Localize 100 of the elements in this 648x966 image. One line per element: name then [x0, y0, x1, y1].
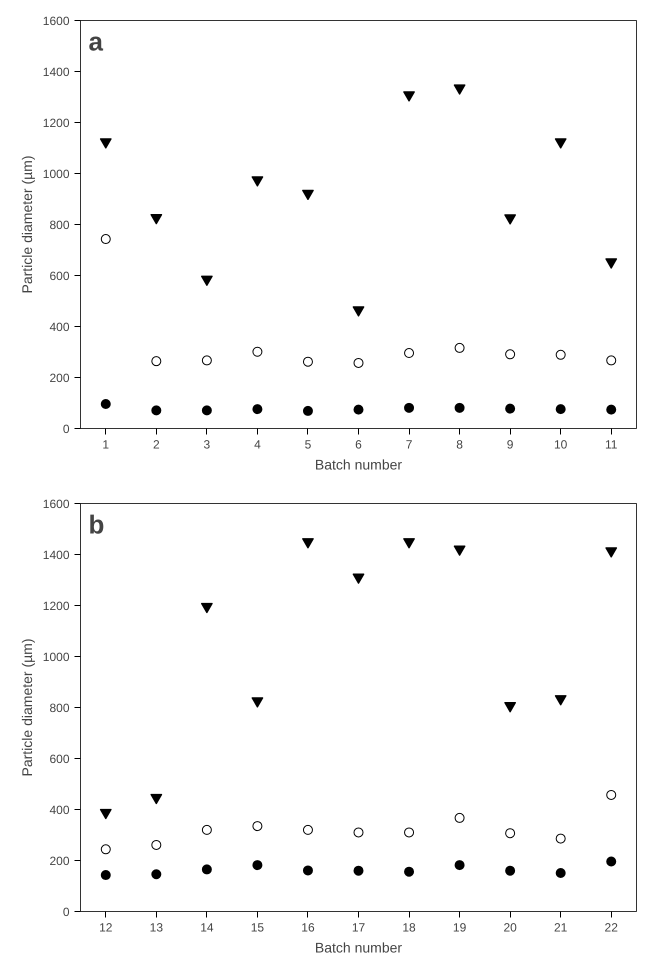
point — [202, 355, 212, 366]
point — [554, 695, 567, 706]
x-tick-label: 12 — [99, 920, 113, 934]
y-axis-title: Particle diameter (µm) — [18, 638, 35, 776]
point — [251, 697, 264, 708]
point — [252, 860, 262, 870]
x-axis-title: Batch number — [314, 456, 402, 472]
point — [202, 405, 212, 416]
y-tick-label: 200 — [49, 854, 70, 868]
point — [454, 342, 465, 353]
x-tick-label: 7 — [406, 438, 413, 452]
point — [403, 538, 416, 549]
y-tick-label: 1000 — [42, 650, 70, 664]
point — [200, 602, 213, 614]
x-tick-label: 14 — [200, 920, 214, 934]
x-tick-label: 19 — [452, 920, 467, 934]
point — [252, 821, 262, 832]
point — [504, 702, 516, 713]
y-tick-label: 800 — [49, 218, 70, 232]
point — [302, 538, 314, 549]
point — [505, 349, 516, 360]
point — [556, 350, 566, 360]
x-tick-label: 11 — [605, 438, 618, 452]
point — [150, 214, 162, 224]
point — [151, 869, 162, 880]
point — [454, 860, 465, 870]
point — [454, 545, 466, 556]
x-tick-label: 4 — [254, 438, 262, 452]
point — [454, 402, 465, 413]
point — [605, 547, 618, 558]
y-tick-label: 1400 — [42, 548, 70, 562]
point — [352, 574, 364, 584]
y-tick-label: 0 — [62, 422, 70, 436]
x-tick-label: 15 — [250, 920, 264, 934]
y-tick-label: 1600 — [42, 14, 70, 28]
point — [554, 138, 567, 149]
point — [605, 258, 618, 269]
point — [251, 176, 264, 187]
point — [150, 794, 162, 804]
x-tick-label: 16 — [301, 920, 315, 934]
point — [302, 406, 313, 416]
point — [606, 355, 616, 366]
point — [100, 234, 111, 244]
x-axis-title: Batch number — [314, 940, 402, 956]
annotation: b — [88, 510, 104, 540]
y-tick-label: 1000 — [42, 167, 70, 181]
point — [202, 824, 212, 835]
y-tick-label: 1200 — [42, 599, 70, 613]
x-tick-label: 9 — [506, 438, 514, 452]
point — [505, 866, 516, 876]
point — [100, 870, 111, 880]
x-tick-label: 13 — [150, 920, 164, 934]
x-tick-label: 18 — [402, 920, 416, 934]
point — [100, 808, 112, 820]
point — [302, 824, 313, 835]
point — [404, 348, 414, 358]
point — [454, 812, 465, 823]
x-tick-label: 1 — [102, 438, 110, 452]
x-tick-label: 21 — [554, 920, 568, 934]
point — [404, 827, 414, 838]
x-tick-label: 17 — [352, 920, 366, 934]
point — [556, 834, 566, 844]
point — [302, 190, 314, 200]
y-tick-label: 800 — [49, 701, 70, 715]
x-tick-label: 8 — [456, 438, 464, 452]
point — [354, 358, 364, 368]
x-tick-label: 3 — [204, 438, 211, 452]
y-tick-label: 400 — [49, 803, 70, 817]
x-tick-label: 2 — [152, 438, 160, 452]
y-tick-label: 200 — [49, 371, 70, 385]
point — [252, 346, 262, 357]
point — [354, 404, 364, 415]
point — [606, 404, 616, 415]
point — [404, 402, 414, 413]
point — [151, 405, 162, 416]
point — [100, 399, 111, 410]
point — [454, 84, 466, 95]
point — [352, 306, 364, 317]
point — [302, 356, 313, 367]
y-tick-label: 600 — [49, 269, 70, 283]
point — [505, 404, 516, 414]
x-tick-label: 10 — [554, 438, 568, 452]
point — [100, 138, 112, 149]
annotation: a — [88, 26, 104, 56]
y-tick-label: 600 — [49, 752, 70, 766]
point — [606, 790, 616, 800]
point — [354, 866, 364, 876]
point — [151, 356, 162, 366]
point — [504, 214, 516, 225]
point — [202, 864, 212, 874]
point — [302, 865, 313, 876]
x-tick-label: 20 — [503, 920, 518, 934]
point — [403, 91, 416, 102]
point — [100, 844, 111, 854]
point — [354, 827, 364, 838]
y-tick-label: 400 — [49, 320, 70, 334]
point — [505, 828, 516, 838]
y-tick-label: 0 — [62, 905, 70, 919]
point — [556, 868, 566, 878]
y-axis-title: Particle diameter (µm) — [18, 156, 35, 294]
